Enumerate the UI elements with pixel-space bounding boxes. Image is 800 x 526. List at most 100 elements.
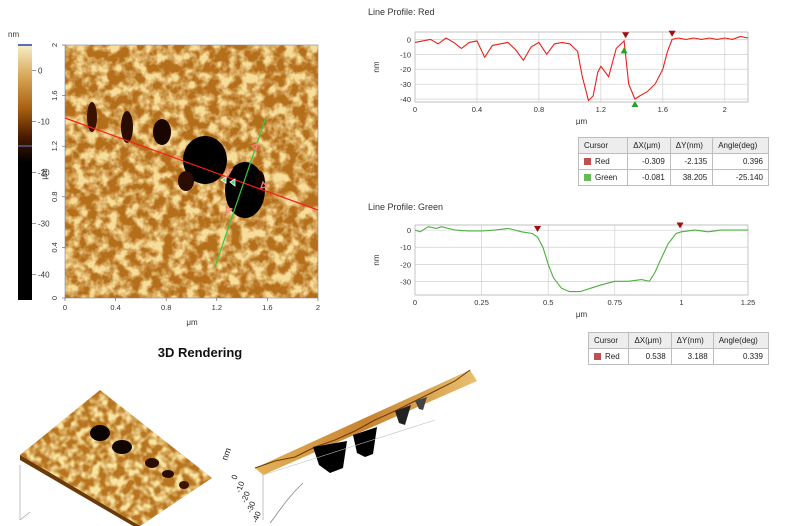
red-cursor-swatch [584,158,591,166]
y-tick-label: -20 [400,65,411,74]
plot-area [414,224,749,296]
red-profile-chart: 0 0.4 0.8 1.2 1.6 2 0 -10 -20 -30 -40 μm nm [372,30,749,125]
x-tick-label: 0.4 [472,105,482,114]
afm-y-tick-label: 0.8 [50,192,59,202]
green-cursor-marker[interactable] [620,47,628,54]
3d-axis-tick-label: -20 [239,490,252,504]
y-tick-label: -30 [400,80,411,89]
cursor-name: Green [595,173,618,182]
afm-y-tick-label: 0 [50,296,59,300]
3d-axis-tick-label: -10 [234,480,247,494]
colorbar-tick-label: -40 [38,271,50,280]
dx-value: -0.081 [627,169,671,186]
dy-value: 3.188 [670,348,714,365]
dy-header: ΔY(nm) [669,137,714,154]
x-tick-label: 2 [723,105,727,114]
x-tick-label: 1.25 [741,298,756,307]
red-cursor-marker[interactable] [622,32,630,39]
afm-x-tick-label: 0 [63,303,67,312]
x-tick-label: 0.5 [543,298,553,307]
y-tick-label: -30 [400,277,411,286]
profile-cursor-markers [220,143,269,215]
dx-value: -0.309 [627,153,671,170]
green-profile-chart: 0 0.25 0.5 0.75 1 1.25 0 -10 -20 -30 μm nm [372,222,756,319]
height-colorbar: nm 0 -10 -20 -30 -40 [8,30,50,300]
cursor-name: Red [595,157,610,166]
y-tick-label: 0 [407,226,411,235]
3d-axis-tick-label: -40 [250,510,263,524]
x-axis-label: μm [576,310,588,319]
table-row[interactable]: Red -0.309 -2.135 0.396 [577,153,769,170]
table-row[interactable]: Red 0.538 3.188 0.339 [587,348,770,365]
y-axis-label: nm [372,254,381,265]
red-profile-title: Line Profile: Red [368,7,435,17]
y-tick-label: 0 [407,35,411,44]
plot-area [414,31,749,103]
y-axis-label: nm [372,61,381,72]
3d-rendering-top-view [19,390,212,526]
x-tick-label: 1.2 [596,105,606,114]
afm-y-tick-label: 2 [50,43,59,47]
rendering-title: 3D Rendering [157,345,243,360]
green-cursor-marker[interactable] [631,101,639,107]
colorbar-gradient [18,45,32,300]
y-tick-label: -20 [400,260,411,269]
cursor-header: Cursor [577,137,629,154]
x-tick-label: 1 [679,298,683,307]
y-tick-label: -40 [400,95,411,104]
red-cursor-marker[interactable] [534,225,542,232]
afm-y-axis-label: μm [40,168,49,180]
afm-height-image: 0 0.4 0.8 1.2 1.6 2 0 0.4 0.8 1.2 1.6 2 μm μm [40,43,320,327]
afm-x-tick-label: 1.2 [212,303,222,312]
angle-value: 0.396 [712,153,769,170]
x-tick-label: 0.8 [534,105,544,114]
dx-header: ΔX(μm) [627,137,671,154]
angle-header: Angle(deg) [712,137,769,154]
table-row[interactable]: Green -0.081 38.205 -25.140 [577,169,769,186]
dy-value: -2.135 [669,153,714,170]
3d-side-pits [313,397,427,473]
3d-axis-unit: nm [219,447,233,462]
cursor-name: Red [605,352,620,361]
angle-value: -25.140 [712,169,769,186]
profile-series-line [414,226,748,293]
colorbar-tick-label: -20 [38,169,50,178]
x-tick-label: 0.75 [607,298,622,307]
angle-header: Angle(deg) [712,332,770,349]
3d-axis-tick-label: -30 [245,500,258,514]
profile-series-line [414,35,749,102]
colorbar-tick-label: -30 [38,220,50,229]
red-cursor-swatch [594,353,601,361]
colorbar-unit: nm [8,30,19,39]
green-profile-cursor-table: Cursor ΔX(μm) ΔY(nm) Angle(deg) Red 0.53… [587,332,770,365]
red-cursor-marker[interactable] [668,30,676,37]
x-tick-label: 0 [413,105,417,114]
angle-value: 0.339 [712,348,770,365]
x-axis-label: μm [576,117,588,125]
afm-x-tick-label: 0.4 [110,303,120,312]
dy-header: ΔY(nm) [670,332,714,349]
3d-pits [90,425,189,489]
y-tick-label: -10 [400,243,411,252]
green-profile-line [214,116,267,268]
x-tick-label: 1.6 [658,105,668,114]
colorbar-tick-label: -10 [38,118,50,127]
afm-pits [87,102,265,218]
y-tick-label: -10 [400,50,411,59]
x-tick-label: 0.25 [474,298,489,307]
3d-rendering-side-view: nm 0-10-20-30-40 [219,369,477,524]
red-cursor-marker[interactable] [676,222,684,229]
afm-x-tick-label: 2 [316,303,320,312]
green-cursor-swatch [584,174,591,182]
cursor-header: Cursor [587,332,630,349]
dy-value: 38.205 [669,169,714,186]
x-tick-label: 0 [413,298,417,307]
colorbar-tick-label: 0 [38,67,43,76]
afm-x-axis-label: μm [186,318,198,327]
afm-x-tick-label: 0.8 [161,303,171,312]
3d-axis-tick-label: 0 [230,473,240,481]
red-profile-cursor-table: Cursor ΔX(μm) ΔY(nm) Angle(deg) Red -0.3… [577,137,769,186]
dx-header: ΔX(μm) [628,332,672,349]
afm-y-tick-label: 0.4 [50,242,59,252]
afm-y-tick-label: 1.2 [50,141,59,151]
